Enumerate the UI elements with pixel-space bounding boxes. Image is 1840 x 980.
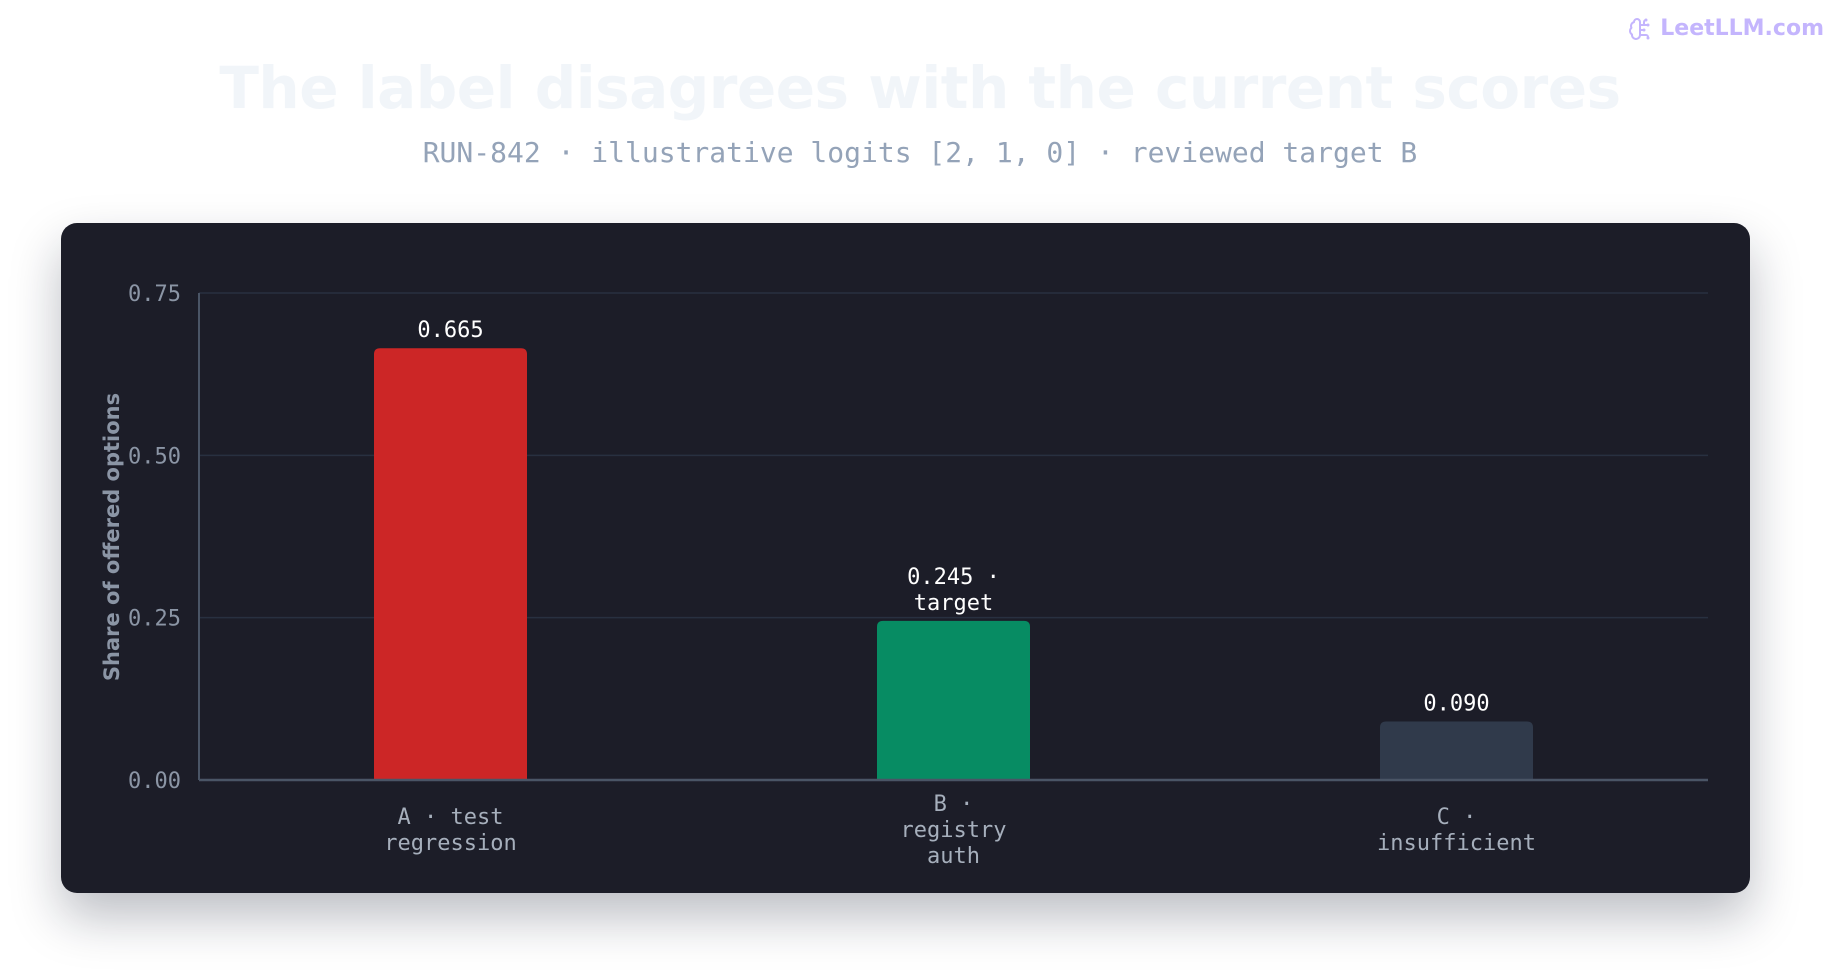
- bar-value-label: 0.245 ·: [907, 565, 1000, 590]
- y-tick-label: 0.50: [128, 444, 181, 469]
- y-tick-label: 0.00: [128, 769, 181, 794]
- bar-value-label: target: [914, 591, 993, 616]
- axes: [198, 293, 1708, 782]
- x-tick-label: auth: [927, 844, 980, 869]
- bar: [374, 348, 527, 780]
- x-tick-label: C ·: [1437, 805, 1477, 830]
- brand-name: LeetLLM.com: [1660, 16, 1824, 41]
- bars: [374, 348, 1533, 780]
- brand-logo[interactable]: LeetLLM.com: [1628, 16, 1824, 41]
- bar: [877, 620, 1030, 780]
- x-tick-label: regression: [384, 831, 516, 856]
- y-tick-label: 0.75: [128, 282, 181, 307]
- page-title: The label disagrees with the current sco…: [219, 54, 1621, 122]
- y-axis-title: Share of offered options: [100, 393, 124, 681]
- chart-card: 0.00 0.25 0.50 0.75 0.665 A · test regression 0…: [61, 223, 1750, 893]
- x-tick-label: insufficient: [1377, 831, 1536, 856]
- page-subtitle: RUN-842 · illustrative logits [2, 1, 0] …: [422, 136, 1418, 169]
- x-tick-label: B ·: [934, 792, 974, 817]
- brain-circuit-icon: [1629, 17, 1650, 40]
- bar-value-label: 0.665: [417, 318, 483, 343]
- bar: [1380, 721, 1533, 780]
- bar-value-label: 0.090: [1423, 692, 1489, 717]
- y-tick-label: 0.25: [128, 607, 181, 632]
- x-tick-label: registry: [901, 818, 1007, 843]
- x-tick-label: A · test: [398, 805, 504, 830]
